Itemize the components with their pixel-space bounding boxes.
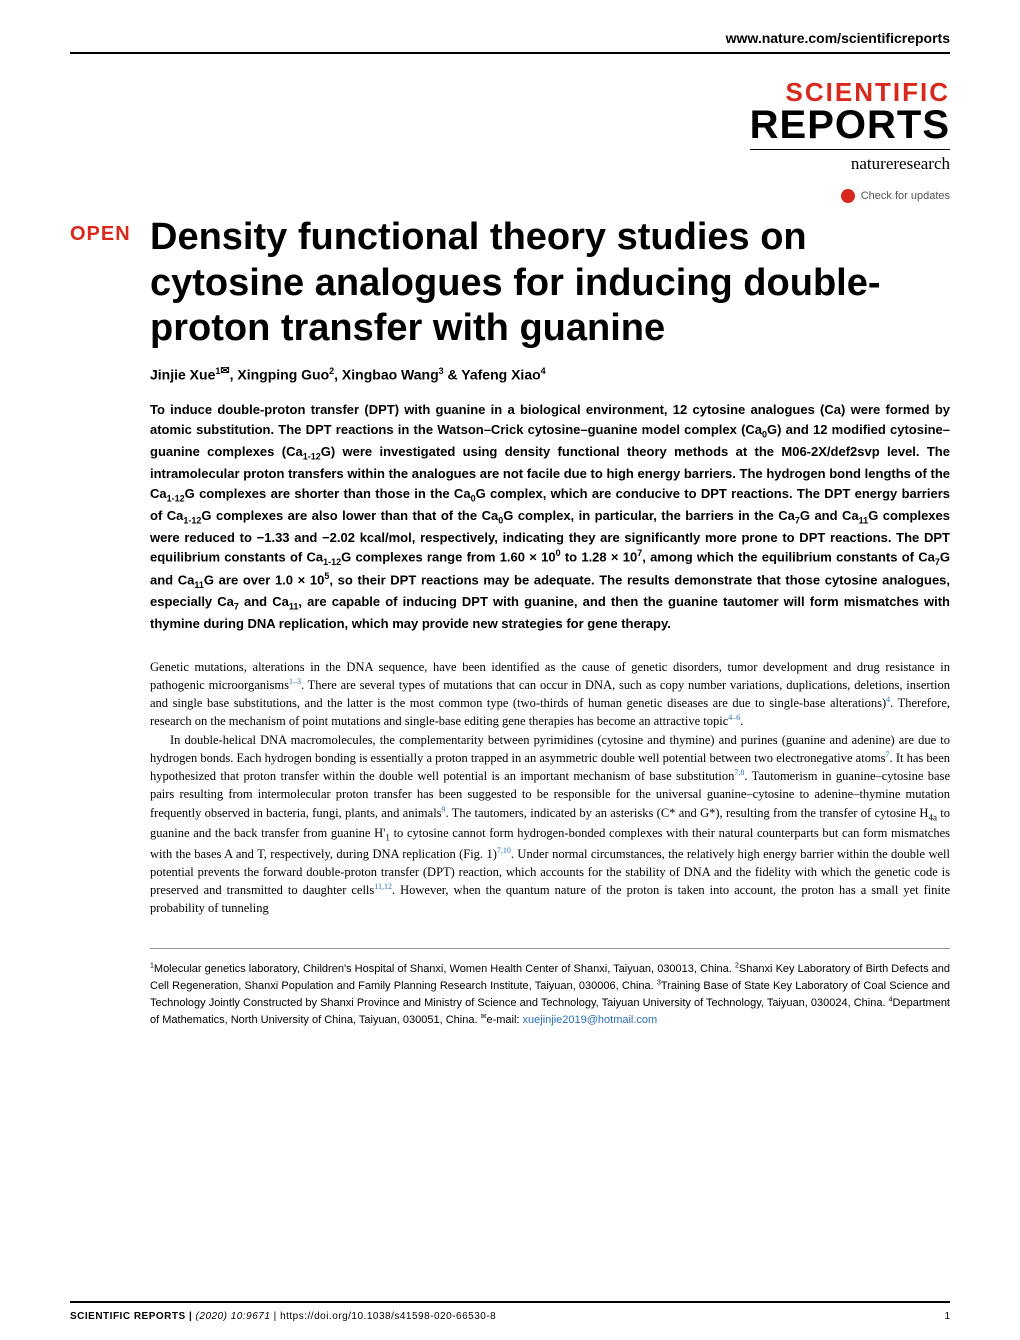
abstract: To induce double-proton transfer (DPT) w…	[150, 400, 950, 633]
logo-reports: REPORTS	[750, 105, 950, 150]
body-paragraph-2: In double-helical DNA macromolecules, th…	[150, 731, 950, 918]
footer-pagenum: 1	[944, 1311, 950, 1322]
footer-doi: https://doi.org/10.1038/s41598-020-66530…	[280, 1311, 496, 1322]
body-text: Genetic mutations, alterations in the DN…	[150, 658, 950, 918]
page-footer: SCIENTIFIC REPORTS | (2020) 10:9671 | ht…	[70, 1301, 950, 1322]
open-access-badge: OPEN	[70, 223, 135, 246]
article-title: Density functional theory studies on cyt…	[150, 215, 950, 352]
logo-natureresearch: natureresearch	[70, 154, 950, 174]
check-updates-label: Check for updates	[861, 190, 950, 202]
logo-scientific: SCIENTIFIC	[70, 79, 950, 105]
authors-line: Jinjie Xue1✉, Xingping Guo2, Xingbao Wan…	[150, 364, 950, 383]
footer-journal: SCIENTIFIC REPORTS	[70, 1311, 186, 1322]
affiliations: 1Molecular genetics laboratory, Children…	[150, 948, 950, 1029]
header-url: www.nature.com/scientificreports	[70, 30, 950, 54]
check-updates-link[interactable]: Check for updates	[70, 189, 950, 203]
footer-year-vol: (2020) 10:9671	[196, 1311, 271, 1322]
body-paragraph-1: Genetic mutations, alterations in the DN…	[150, 658, 950, 731]
journal-logo: SCIENTIFIC REPORTS natureresearch	[70, 79, 950, 174]
check-updates-icon	[841, 189, 855, 203]
